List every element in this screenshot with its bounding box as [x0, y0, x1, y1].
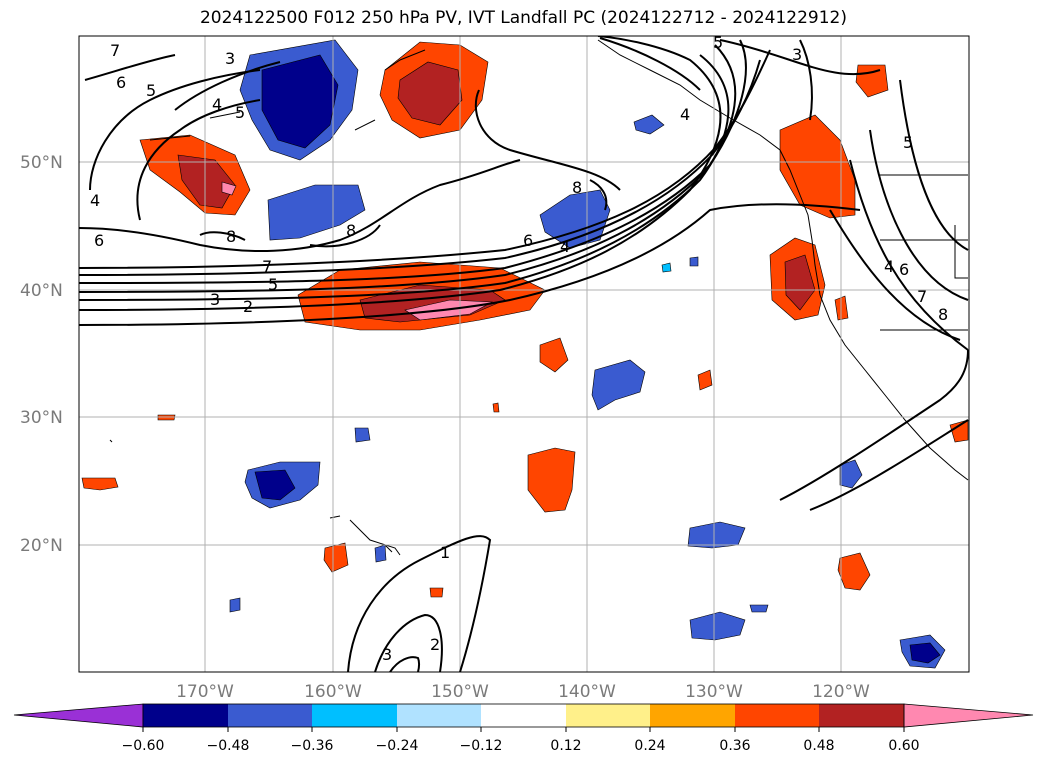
colorbar-segment [650, 704, 735, 727]
colorbar-segment [735, 704, 819, 727]
svg-text:6: 6 [899, 260, 909, 279]
svg-text:7: 7 [917, 287, 927, 306]
longitude-labels: 170°W 160°W 150°W 140°W 130°W 120°W [176, 682, 870, 702]
svg-text:3: 3 [792, 45, 802, 64]
lat-label: 50°N [20, 153, 63, 173]
colorbar-segment [312, 704, 397, 727]
svg-text:3: 3 [210, 290, 220, 309]
svg-text:3: 3 [382, 645, 392, 664]
colorbar-tick-label: −0.24 [376, 738, 419, 754]
svg-text:3: 3 [225, 49, 235, 68]
svg-text:5: 5 [713, 33, 723, 52]
pv-contours [79, 36, 969, 672]
map-frame [78, 35, 970, 673]
colorbar-segment [481, 704, 566, 727]
lon-label: 160°W [304, 682, 362, 702]
lat-label: 40°N [20, 281, 63, 301]
svg-text:2: 2 [430, 635, 440, 654]
colorbar-tick-label: 0.36 [719, 738, 750, 754]
svg-text:5: 5 [235, 103, 245, 122]
colorbar: −0.60 −0.48 −0.36 −0.24 −0.12 0.12 0.24 … [13, 703, 1034, 754]
lon-label: 170°W [176, 682, 234, 702]
contour-labels: 7 6 5 4 4 5 3 6 8 8 7 5 3 2 6 4 8 5 3 5 … [90, 33, 948, 664]
colorbar-tick-label: 0.24 [634, 738, 665, 754]
svg-text:6: 6 [94, 231, 104, 250]
colorbar-segment [397, 704, 481, 727]
colorbar-tick-label: 0.48 [803, 738, 834, 754]
svg-text:4: 4 [884, 257, 894, 276]
colorbar-tick-label: −0.48 [207, 738, 250, 754]
lat-label: 30°N [20, 408, 63, 428]
svg-text:5: 5 [903, 133, 913, 152]
colorbar-frame [142, 703, 905, 728]
svg-text:7: 7 [110, 41, 120, 60]
colorbar-segment [819, 704, 904, 727]
colorbar-segment [228, 704, 312, 727]
colorbar-segment [13, 703, 144, 728]
svg-text:4: 4 [560, 237, 570, 256]
svg-text:8: 8 [572, 178, 582, 197]
svg-text:7: 7 [262, 257, 272, 276]
svg-text:5: 5 [146, 81, 156, 100]
svg-text:4: 4 [90, 191, 100, 210]
lon-label: 120°W [812, 682, 870, 702]
svg-text:1: 1 [440, 543, 450, 562]
svg-text:6: 6 [523, 231, 533, 250]
colorbar-tick-label: −0.36 [291, 738, 334, 754]
svg-text:6: 6 [116, 73, 126, 92]
svg-text:8: 8 [938, 305, 948, 324]
gridlines [79, 36, 969, 672]
lon-label: 130°W [685, 682, 743, 702]
svg-text:5: 5 [268, 275, 278, 294]
svg-text:4: 4 [680, 105, 690, 124]
colorbar-tick-label: −0.60 [122, 738, 165, 754]
colorbar-segment [143, 704, 228, 727]
colorbar-tick-label: −0.12 [460, 738, 503, 754]
svg-text:2: 2 [243, 297, 253, 316]
lat-label: 20°N [20, 536, 63, 556]
map-title: 2024122500 F012 250 hPa PV, IVT Landfall… [199, 8, 847, 28]
colorbar-segment [903, 703, 1034, 728]
colorbar-tick-label: 0.12 [550, 738, 581, 754]
svg-text:8: 8 [346, 221, 356, 240]
colorbar-ticks [142, 727, 905, 732]
lon-label: 150°W [431, 682, 489, 702]
colorbar-segment [566, 704, 650, 727]
svg-text:4: 4 [212, 95, 222, 114]
svg-text:8: 8 [226, 227, 236, 246]
colorbar-tick-label: 0.60 [888, 738, 919, 754]
map-area [79, 36, 969, 672]
lon-label: 140°W [558, 682, 616, 702]
latitude-labels: 50°N 40°N 30°N 20°N [20, 153, 63, 556]
